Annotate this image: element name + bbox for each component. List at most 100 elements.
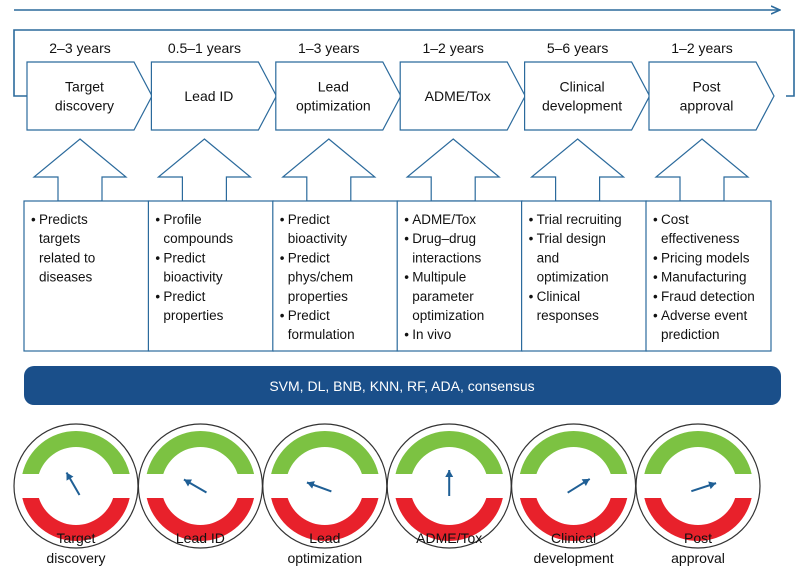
stage-chevron — [275, 61, 402, 131]
bullet-text: Pricing models — [661, 250, 750, 265]
bullet-text: formulation — [288, 327, 355, 342]
bullet-text: bioactivity — [163, 270, 223, 285]
bullet-text: Drug–drug — [412, 231, 476, 246]
bullet-text: Predict — [288, 250, 330, 265]
gauge-label: ADME/Tox — [416, 530, 482, 546]
bullet-text: prediction — [661, 327, 720, 342]
gauge-red-arc — [644, 498, 752, 541]
methods-banner: SVM, DL, BNB, KNN, RF, ADA, consensus — [24, 366, 781, 405]
bullet-text: ADME/Tox — [412, 212, 476, 227]
gauge-needle-head — [708, 481, 717, 490]
gauge-needle-head — [581, 478, 590, 487]
bullet-dot: • — [529, 212, 534, 227]
gauge-red-arc — [22, 498, 130, 541]
stage-bracket — [13, 29, 795, 97]
bullet-text: properties — [288, 289, 348, 304]
gauge-green-arc — [271, 431, 379, 474]
gauge-needle-head — [183, 479, 193, 487]
stage-label: discovery — [55, 98, 114, 114]
methods-banner-text: SVM, DL, BNB, KNN, RF, ADA, consensus — [269, 378, 534, 394]
bullet-text: effectiveness — [661, 231, 740, 246]
gauge-red-arc — [271, 498, 379, 541]
bullet-dot: • — [280, 212, 285, 227]
bullet-dot: • — [653, 250, 658, 265]
gauge-1: Target discovery — [13, 423, 139, 566]
gauge-label: Target — [57, 530, 96, 546]
bullet-text: Predict — [163, 289, 205, 304]
bullet-text: Predicts — [39, 212, 88, 227]
gauge-label: development — [534, 550, 614, 566]
stage-label: Post — [692, 79, 720, 95]
stage-label: development — [542, 98, 622, 114]
stage-label: Lead ID — [184, 88, 233, 104]
bullet-text: properties — [163, 308, 223, 323]
bullet-text: responses — [537, 308, 600, 323]
bullet-dot: • — [404, 270, 409, 285]
bullet-box — [645, 200, 772, 352]
bullet-dot: • — [280, 250, 285, 265]
gauge-red-arc — [146, 498, 255, 541]
stage-duration: 0.5–1 years — [168, 40, 241, 56]
gauge-green-arc — [22, 431, 130, 474]
stage-label: ADME/Tox — [425, 88, 491, 104]
gauge-label: optimization — [287, 550, 362, 566]
gauge-label: Lead — [309, 530, 340, 546]
bullet-text: compounds — [163, 231, 233, 246]
stage-label: Clinical — [560, 79, 605, 95]
stage-label: optimization — [296, 98, 371, 114]
gauge-label: discovery — [46, 550, 105, 566]
gauge-green-arc — [644, 431, 752, 474]
bullet-dot: • — [155, 212, 160, 227]
callout-arrow — [32, 138, 128, 202]
bullet-text: Fraud detection — [661, 289, 755, 304]
callout-arrow — [281, 138, 377, 202]
callout-arrow — [405, 138, 501, 202]
gauge-label: Lead ID — [176, 530, 225, 546]
callout-arrow — [156, 138, 253, 202]
gauge-needle-head — [445, 470, 454, 477]
gauge-label: Post — [684, 530, 712, 546]
gauge-4: ADME/Tox — [386, 423, 512, 549]
gauge-5: Clinical development — [510, 423, 637, 566]
stage-chevron — [26, 61, 153, 131]
stage-duration: 1–3 years — [298, 40, 359, 56]
bullet-text: Predict — [288, 212, 330, 227]
bullet-text: parameter — [412, 289, 474, 304]
bullet-dot: • — [280, 308, 285, 323]
bullet-text: Multipule — [412, 270, 466, 285]
bullet-text: Trial recruiting — [537, 212, 622, 227]
stage-1: 2–3 years Target discovery • Predicts targets… — [23, 40, 153, 352]
bullet-box — [23, 200, 150, 352]
bullet-text: In vivo — [412, 327, 451, 342]
stage-chevron — [523, 61, 651, 131]
bullet-box — [520, 200, 648, 352]
stage-duration: 2–3 years — [49, 40, 110, 56]
gauge-green-arc — [146, 430, 255, 474]
stage-duration: 1–2 years — [422, 40, 483, 56]
bullet-dot: • — [404, 327, 409, 342]
stage-label: Lead — [318, 79, 349, 95]
gauge-6: Post approval — [635, 423, 761, 566]
bullet-dot: • — [653, 212, 658, 227]
stage-label: approval — [680, 98, 734, 114]
stage-chevron — [150, 61, 278, 131]
bullet-dot: • — [404, 212, 409, 227]
callout-arrow — [654, 138, 750, 202]
bullet-text: interactions — [412, 250, 481, 265]
stage-chevron — [648, 61, 775, 131]
gauge-needle-head — [306, 481, 315, 489]
bullet-dot: • — [653, 289, 658, 304]
bullet-text: optimization — [537, 270, 609, 285]
bullet-dot: • — [31, 212, 36, 227]
bullet-dot: • — [155, 289, 160, 304]
bullet-text: bioactivity — [288, 231, 348, 246]
bullet-text: Clinical — [537, 289, 581, 304]
gauge-red-arc — [519, 498, 628, 542]
gauge-2: Lead ID — [137, 423, 263, 549]
bullet-dot: • — [653, 308, 658, 323]
bullet-dot: • — [529, 231, 534, 246]
